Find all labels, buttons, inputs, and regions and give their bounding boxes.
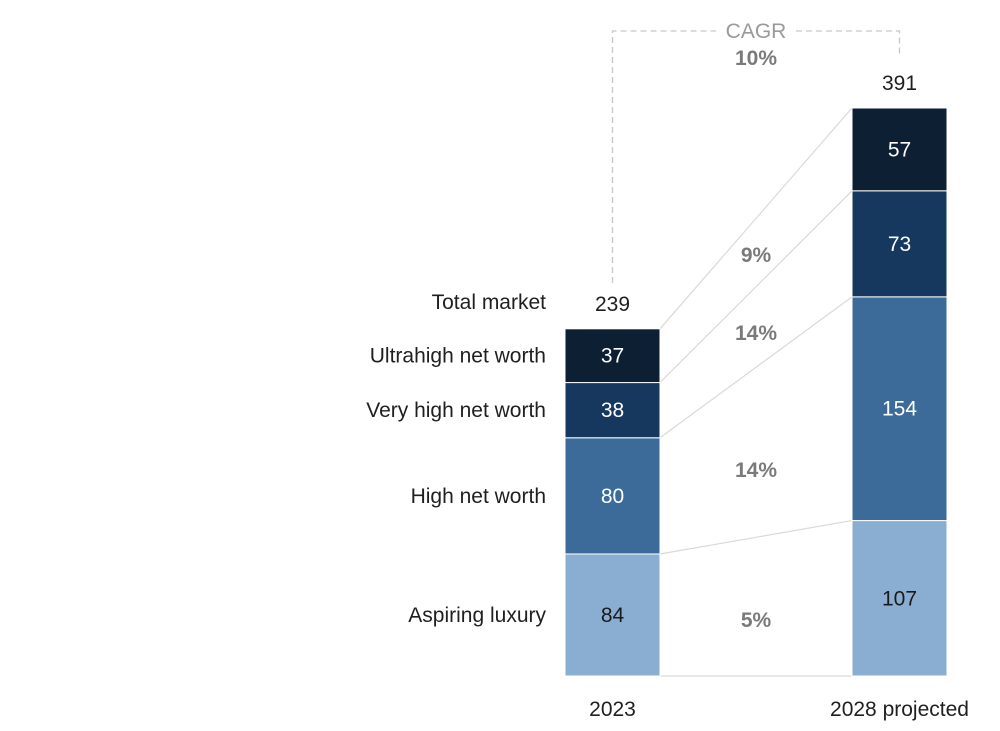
segment-value-label: 80: [601, 485, 624, 508]
segment-value-label: 57: [888, 138, 911, 161]
bar-segment-0-1: [564, 437, 661, 555]
total-value-label: 391: [882, 72, 917, 95]
bar-segment-0-3: [564, 328, 661, 384]
total-market-label: Total market: [432, 291, 547, 314]
connector-line-3: [659, 107, 853, 330]
total-value-label: 239: [595, 293, 630, 316]
bar-segment-0-0: [564, 553, 661, 677]
bar-segment-1-2: [851, 190, 948, 298]
series-label: Ultrahigh net worth: [370, 345, 546, 368]
bar-segment-1-1: [851, 296, 948, 522]
cagr-bracket-left: [611, 30, 716, 283]
segment-value-label: 107: [882, 587, 917, 610]
segment-value-label: 37: [601, 345, 624, 368]
cagr-title: CAGR: [726, 20, 787, 43]
segment-value-label: 73: [888, 233, 911, 256]
segment-value-label: 38: [601, 399, 624, 422]
segment-value-label: 154: [882, 398, 917, 421]
series-label: High net worth: [411, 485, 546, 508]
connector-line-1: [659, 296, 853, 439]
category-label: 2028 projected: [830, 698, 969, 721]
connector-line-0: [659, 519, 853, 555]
cagr-value: 10%: [735, 47, 777, 70]
connector-line-2: [659, 190, 853, 383]
growth-rate-label: 9%: [741, 244, 772, 267]
growth-rate-label: 14%: [735, 322, 777, 345]
cagr-bracket-right: [796, 30, 901, 57]
segment-value-label: 84: [601, 604, 625, 627]
series-label: Very high net worth: [366, 399, 546, 422]
bar-segment-1-0: [851, 520, 948, 677]
bar-segment-1-3: [851, 107, 948, 192]
series-label: Aspiring luxury: [408, 604, 546, 627]
growth-rate-label: 5%: [741, 609, 772, 632]
category-label: 2023: [589, 698, 636, 721]
growth-rate-label: 14%: [735, 459, 777, 482]
